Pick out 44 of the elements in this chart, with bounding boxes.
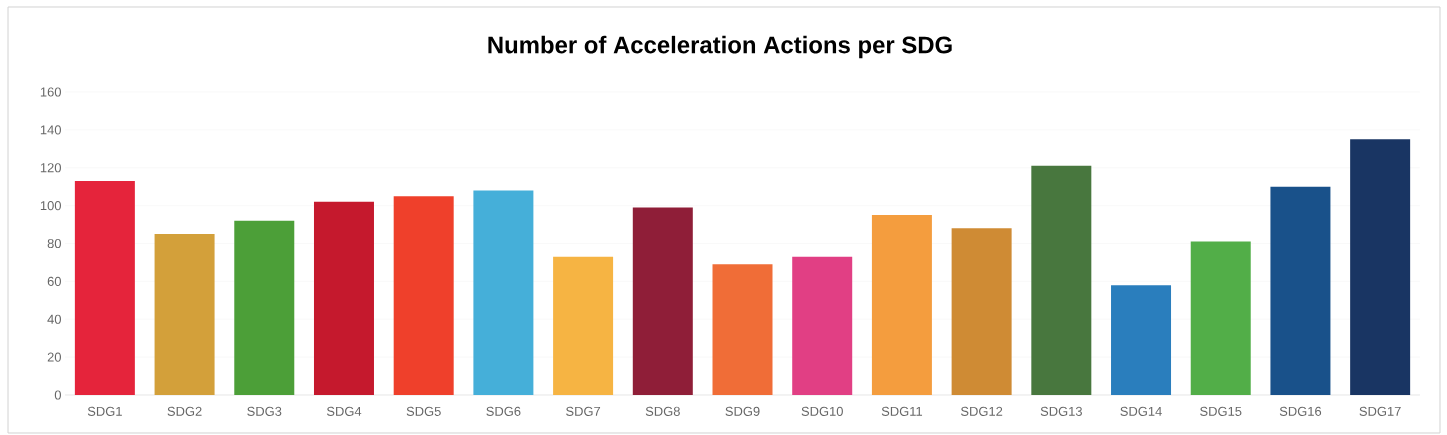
y-tick-label: 40 <box>47 314 61 324</box>
bar <box>1350 139 1411 395</box>
x-tick-label: SDG14 <box>1120 406 1162 416</box>
bar <box>871 215 932 395</box>
y-tick-label: 80 <box>47 238 61 249</box>
x-tick-label: SDG1 <box>87 406 122 416</box>
bar <box>1270 186 1331 395</box>
bar <box>951 228 1012 395</box>
bar <box>712 264 773 395</box>
bar <box>1031 165 1092 395</box>
bar <box>473 190 534 395</box>
x-tick-label: SDG4 <box>326 406 362 416</box>
bar <box>234 220 295 395</box>
x-tick-label: SDG9 <box>725 406 760 416</box>
y-tick-label: 0 <box>54 390 61 400</box>
bar <box>553 256 614 395</box>
bar <box>1190 241 1251 395</box>
x-tick-label: SDG3 <box>247 406 282 416</box>
x-tick-label: SDG7 <box>566 406 601 416</box>
x-tick-label: SDG8 <box>645 406 680 416</box>
x-tick-label: SDG6 <box>486 406 521 416</box>
x-tick-label: SDG13 <box>1040 406 1082 416</box>
x-tick-label: SDG11 <box>881 406 923 416</box>
x-tick-label: SDG10 <box>801 406 843 416</box>
x-tick-label: SDG2 <box>167 406 202 416</box>
x-tick-label: SDG12 <box>960 406 1003 416</box>
chart-title: Number of Acceleration Actions per SDG <box>488 35 952 59</box>
y-tick-label: 160 <box>40 87 61 97</box>
x-tick-label: SDG17 <box>1359 406 1401 416</box>
bar <box>154 234 215 395</box>
x-tick-label: SDG5 <box>406 406 441 416</box>
x-tick-label: SDG16 <box>1279 406 1322 416</box>
y-tick-label: 100 <box>40 201 61 211</box>
y-tick-label: 20 <box>47 352 61 362</box>
bar <box>393 196 454 395</box>
bar <box>1111 285 1172 395</box>
bar <box>632 207 693 395</box>
y-tick-label: 60 <box>47 276 61 286</box>
bar <box>792 256 853 395</box>
x-tick-label: SDG15 <box>1200 406 1242 416</box>
bar <box>313 201 374 395</box>
bar <box>74 180 135 395</box>
y-tick-label: 120 <box>40 163 61 173</box>
y-tick-label: 140 <box>40 125 61 135</box>
